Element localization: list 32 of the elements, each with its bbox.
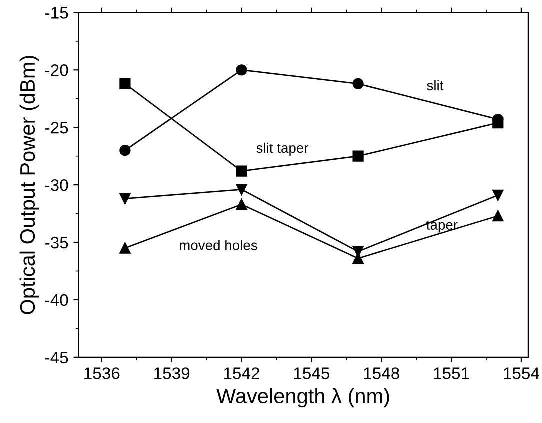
- series-label: slit: [427, 80, 444, 91]
- y-tick-label: -30: [46, 179, 68, 192]
- point: [120, 145, 131, 156]
- point: [236, 184, 248, 196]
- x-tick-label: 1548: [364, 368, 400, 380]
- x-tick-label: 1542: [224, 368, 260, 380]
- x-tick-label: 1554: [504, 368, 540, 380]
- series-label: slit taper: [256, 142, 309, 156]
- point: [236, 64, 248, 76]
- point: [492, 210, 504, 222]
- y-tick-label: -35: [46, 236, 68, 249]
- point: [120, 242, 131, 254]
- point: [352, 150, 364, 162]
- y-tick-label: -20: [46, 64, 68, 76]
- x-tick-label: 1539: [154, 368, 190, 380]
- x-tick-label: 1536: [84, 368, 120, 380]
- point: [120, 78, 131, 90]
- y-tick-label: -25: [46, 122, 68, 134]
- point: [236, 199, 248, 210]
- y-tick-label: -15: [46, 7, 68, 19]
- point: [352, 78, 364, 90]
- series-label: taper: [426, 220, 458, 233]
- x-axis-title: Wavelength λ (nm): [216, 388, 390, 408]
- y-tick-label: -40: [46, 294, 68, 306]
- point: [120, 193, 131, 204]
- x-tick-label: 1551: [434, 368, 470, 380]
- point: [492, 190, 504, 201]
- series-label: moved holes: [180, 240, 258, 250]
- point: [236, 166, 248, 177]
- y-tick-label: -45: [46, 352, 68, 364]
- y-axis-title: Optical Output Power (dBm): [20, 56, 40, 314]
- x-tick-label: 1545: [294, 368, 330, 380]
